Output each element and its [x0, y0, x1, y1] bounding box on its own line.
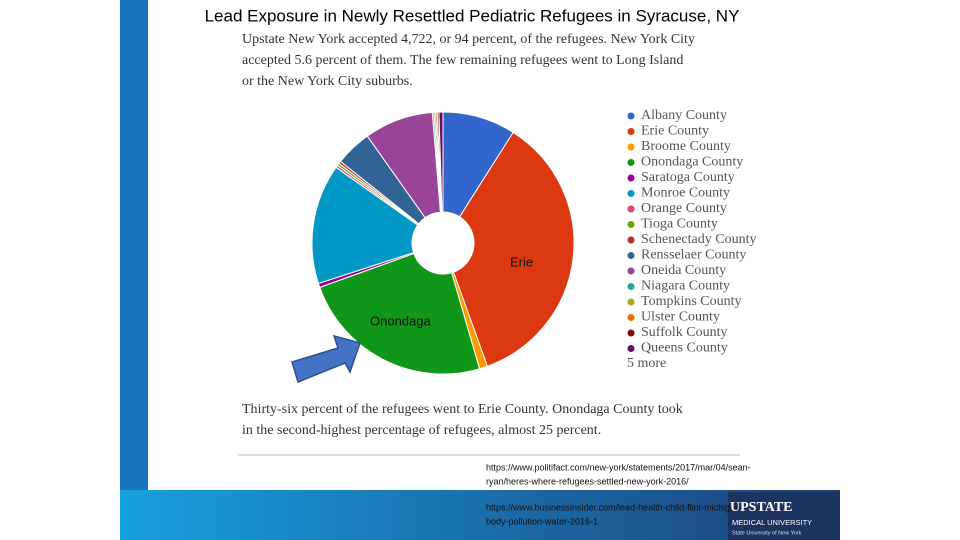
annotation: Erie [510, 254, 533, 269]
legend-swatch [627, 252, 635, 259]
legend-label: Suffolk County [641, 325, 727, 340]
legend-label: Niagara County [641, 279, 730, 294]
pie-slice [311, 166, 419, 285]
legend-label: Albany County [641, 108, 727, 123]
annotation: Onondaga [370, 313, 431, 328]
pie-slice [438, 111, 444, 213]
legend-label: Queens County [641, 341, 728, 356]
legend-label: Monroe County [641, 186, 730, 201]
legend-swatch [627, 314, 635, 321]
paragraph-line: Thirty-six percent of the refugees went … [242, 402, 683, 417]
bottom-strip [120, 490, 840, 540]
legend-label: Tioga County [641, 217, 718, 232]
legend-swatch [627, 221, 635, 228]
legend-more: 5 more [627, 356, 666, 371]
paragraph-line: or the New York City suburbs. [242, 74, 413, 89]
legend-label: Ulster County [641, 310, 720, 325]
source-line: body-pollution-water-2016-1 [486, 516, 598, 526]
source-line: https://www.businessinsider.com/lead-hea… [486, 502, 743, 512]
legend-label: Erie County [641, 124, 709, 139]
legend-swatch [627, 283, 635, 290]
legend-label: Saratoga County [641, 170, 735, 185]
pie-slice [452, 131, 575, 367]
legend-label: Rensselaer County [641, 248, 746, 263]
legend-swatch [627, 128, 635, 135]
paragraph-line: in the second-highest percentage of refu… [242, 423, 601, 438]
legend-swatch [627, 159, 635, 166]
legend-swatch [627, 174, 635, 182]
logo-text: UPSTATE [730, 500, 793, 515]
slide-title: Lead Exposure in Newly Resettled Pediatr… [205, 6, 740, 25]
logo-box [728, 492, 840, 540]
legend-swatch [627, 143, 635, 151]
legend-swatch [627, 112, 635, 120]
paragraph-line: accepted 5.6 percent of them. The few re… [242, 53, 683, 68]
legend-swatch [627, 190, 635, 197]
legend-swatch [627, 298, 635, 306]
logo-text: MEDICAL UNIVERSITY [732, 518, 812, 527]
legend-label: Tompkins County [641, 294, 742, 309]
source-line: https://www.politifact.com/new-york/stat… [486, 462, 751, 472]
logo-text: State University of New York [732, 530, 802, 536]
paragraph-line: Upstate New York accepted 4,722, or 94 p… [242, 32, 695, 47]
source-line: ryan/heres-where-refugees-settled-new-yo… [486, 476, 689, 486]
legend-label: Onondaga County [641, 155, 743, 170]
legend-label: Broome County [641, 139, 731, 154]
legend-swatch [627, 345, 635, 352]
legend-label: Schenectady County [641, 232, 756, 247]
legend-label: Orange County [641, 201, 727, 216]
legend-swatch [627, 236, 635, 244]
legend-swatch [627, 267, 635, 275]
legend-label: Oneida County [641, 263, 726, 278]
legend-swatch [627, 329, 635, 337]
legend-swatch [627, 205, 635, 213]
left-bar [120, 0, 148, 540]
arrow [291, 334, 361, 384]
